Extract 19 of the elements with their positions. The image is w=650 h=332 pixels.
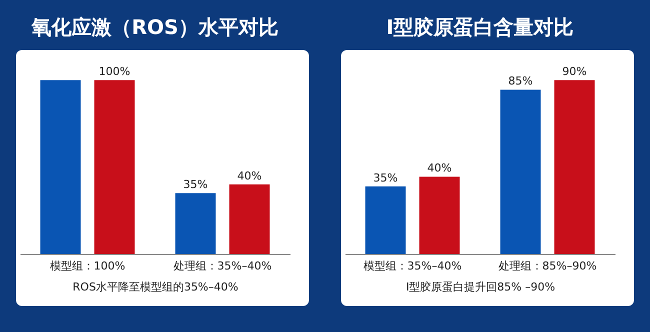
- data-label: 35%: [183, 178, 208, 192]
- data-label: 40%: [427, 162, 452, 175]
- bar: [419, 176, 460, 254]
- x-tick-label: 模型组：100%: [50, 260, 126, 272]
- data-label: 90%: [562, 65, 587, 78]
- data-label: 85%: [508, 74, 533, 88]
- data-label: 40%: [237, 169, 262, 182]
- text: ROS水平降至模型组的35%–40%: [72, 280, 238, 294]
- bar: [554, 80, 595, 254]
- chart-title: I型胶原蛋白含量对比: [386, 15, 574, 39]
- data-label: 100%: [98, 65, 130, 78]
- chart-title: 氧化应激（ROS）水平对比: [30, 15, 278, 39]
- x-tick-label: 处理组：85%–90%: [498, 260, 597, 272]
- bar: [500, 90, 541, 254]
- x-tick-label: 模型组：35%–40%: [363, 260, 462, 272]
- x-tick-label: 处理组：35%–40%: [173, 260, 272, 272]
- bar: [365, 186, 406, 254]
- data-label: 35%: [373, 171, 398, 184]
- text: I型胶原蛋白提升回85% –90%: [406, 280, 556, 294]
